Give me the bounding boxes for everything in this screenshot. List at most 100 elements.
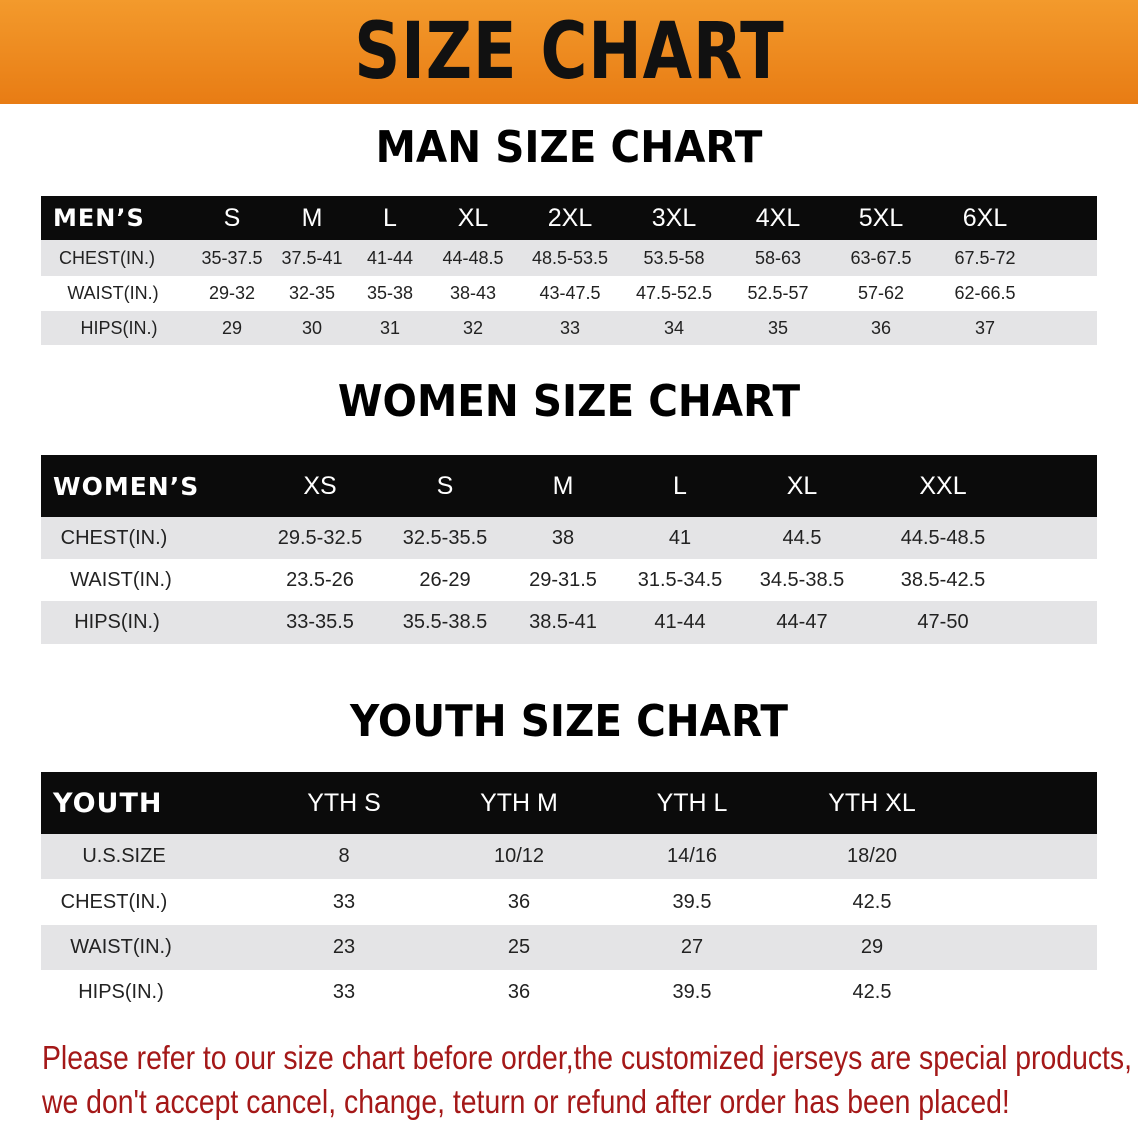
- table-cell: 23.5-26: [286, 568, 354, 591]
- youth-header-label: YOUTH: [53, 787, 163, 819]
- table-cell: 34: [663, 317, 685, 338]
- table-cell: 29: [860, 936, 884, 958]
- table-cell: 35.5-38.5: [402, 611, 488, 633]
- table-cell: 27: [680, 936, 704, 958]
- table-cell: 37: [974, 317, 996, 338]
- table-cell: 26-29: [419, 568, 471, 591]
- table-cell: 32-35: [288, 283, 336, 303]
- table-cell: 41-44: [654, 611, 706, 633]
- table-cell: 35-37.5: [201, 247, 263, 268]
- row-label: WAIST(IN.): [70, 936, 172, 958]
- size-header-cell: XL: [786, 471, 818, 500]
- size-header-cell: S: [436, 471, 454, 500]
- table-cell: 36: [507, 981, 531, 1003]
- size-header-cell: M: [552, 471, 574, 500]
- table-cell: 32: [462, 317, 484, 338]
- row-label: HIPS(IN.): [80, 317, 158, 338]
- women-header-row: WOMEN’S XS S M L XL XXL: [41, 455, 1097, 517]
- size-header-cell: 4XL: [755, 203, 801, 232]
- row-label: HIPS(IN.): [78, 981, 164, 1003]
- size-header-cell: YTH XL: [828, 788, 916, 817]
- note-line-1: Please refer to our size chart before or…: [42, 1039, 1133, 1076]
- table-cell: 33: [332, 890, 356, 913]
- table-cell: 29-32: [208, 283, 256, 303]
- table-cell: 44-48.5: [442, 247, 504, 268]
- size-header-cell: XL: [457, 203, 489, 232]
- table-cell: 38-43: [449, 283, 497, 303]
- size-header-cell: YTH L: [656, 788, 728, 817]
- table-row: WAIST(IN.) 29-32 32-35 35-38 38-43 43-47.5 47.…: [41, 276, 1097, 311]
- table-cell: 47.5-52.5: [635, 283, 713, 303]
- size-header-cell: 3XL: [651, 203, 697, 232]
- table-cell: 39.5: [672, 981, 712, 1003]
- table-cell: 33: [332, 981, 356, 1003]
- table-cell: 35-38: [366, 283, 414, 303]
- table-cell: 39.5: [672, 890, 712, 913]
- size-header-cell: M: [301, 203, 323, 232]
- table-cell: 25: [507, 936, 531, 958]
- row-label: CHEST(IN.): [60, 526, 168, 549]
- table-cell: 31.5-34.5: [637, 568, 723, 591]
- men-header-label: MEN’S: [53, 204, 145, 232]
- size-header-cell: 5XL: [858, 203, 904, 232]
- women-section-title: WOMEN SIZE CHART: [337, 376, 801, 427]
- size-header-cell: YTH M: [480, 788, 558, 817]
- table-cell: 44.5: [782, 526, 822, 549]
- table-cell: 42.5: [852, 981, 892, 1003]
- table-cell: 47-50: [917, 611, 969, 633]
- table-row: U.S.SIZE 8 10/12 14/16 18/20: [41, 834, 1097, 879]
- table-cell: 10/12: [493, 845, 545, 867]
- table-cell: 43-47.5: [539, 283, 601, 303]
- row-label: CHEST(IN.): [60, 890, 168, 913]
- table-cell: 31: [379, 317, 401, 338]
- table-cell: 44.5-48.5: [900, 526, 986, 549]
- table-cell: 41: [668, 526, 692, 549]
- youth-size-table: YOUTH YTH S YTH M YTH L YTH XL U.S.SIZE 8 10/12…: [41, 772, 1097, 1016]
- table-cell: 30: [301, 317, 323, 338]
- table-cell: 63-67.5: [850, 247, 912, 268]
- table-row: CHEST(IN.) 33 36 39.5 42.5: [41, 879, 1097, 925]
- table-cell: 42.5: [852, 890, 892, 913]
- table-cell: 57-62: [857, 283, 905, 303]
- size-header-cell: L: [383, 203, 397, 232]
- table-cell: 38.5-41: [529, 611, 597, 633]
- table-cell: 44-47: [776, 611, 828, 633]
- table-cell: 32.5-35.5: [402, 526, 488, 549]
- youth-section-title: YOUTH SIZE CHART: [350, 696, 788, 747]
- table-cell: 8: [338, 845, 350, 867]
- table-cell: 38: [551, 526, 575, 549]
- table-cell: 29: [221, 317, 243, 338]
- table-cell: 36: [507, 890, 531, 913]
- table-cell: 18/20: [846, 845, 898, 867]
- size-header-cell: XXL: [919, 471, 967, 500]
- table-cell: 29.5-32.5: [277, 526, 363, 549]
- row-label: WAIST(IN.): [70, 568, 172, 591]
- table-cell: 35: [767, 317, 789, 338]
- table-row: HIPS(IN.) 29 30 31 32 33 34 35 36 37: [41, 311, 1097, 345]
- men-section-title: MAN SIZE CHART: [375, 122, 763, 173]
- size-header-cell: XS: [303, 471, 337, 500]
- table-cell: 34.5-38.5: [759, 568, 845, 591]
- table-row: HIPS(IN.) 33-35.5 35.5-38.5 38.5-41 41-44 44-…: [41, 601, 1097, 644]
- men-size-table: MEN’S S M L XL 2XL 3XL 4XL 5XL 6XL CHEST(IN.) 35-37…: [41, 196, 1097, 346]
- size-header-cell: S: [223, 203, 241, 232]
- table-cell: 38.5-42.5: [900, 568, 986, 591]
- table-row: WAIST(IN.) 23 25 27 29: [41, 925, 1097, 970]
- row-label: HIPS(IN.): [74, 611, 160, 633]
- youth-header-row: YOUTH YTH S YTH M YTH L YTH XL: [41, 772, 1097, 834]
- row-label: CHEST(IN.): [59, 247, 155, 268]
- row-label: WAIST(IN.): [67, 283, 159, 303]
- women-size-table: WOMEN’S XS S M L XL XXL CHEST(IN.) 29.5-32.5 32.5…: [41, 455, 1097, 645]
- table-cell: 29-31.5: [529, 568, 597, 591]
- table-cell: 37.5-41: [281, 247, 343, 268]
- table-cell: 48.5-53.5: [531, 247, 609, 268]
- table-row: CHEST(IN.) 35-37.5 37.5-41 41-44 44-48.5 48.5…: [41, 240, 1097, 276]
- table-row: CHEST(IN.) 29.5-32.5 32.5-35.5 38 41 44.5 44.5…: [41, 517, 1097, 559]
- men-header-row: MEN’S S M L XL 2XL 3XL 4XL 5XL 6XL: [41, 196, 1097, 240]
- table-row: HIPS(IN.) 33 36 39.5 42.5: [41, 970, 1097, 1015]
- table-cell: 62-66.5: [954, 283, 1016, 303]
- note-line-2: we don't accept cancel, change, teturn o…: [42, 1083, 1010, 1120]
- order-policy-note: Please refer to our size chart before or…: [42, 1036, 1134, 1124]
- table-cell: 14/16: [666, 845, 718, 867]
- table-cell: 33-35.5: [286, 611, 354, 633]
